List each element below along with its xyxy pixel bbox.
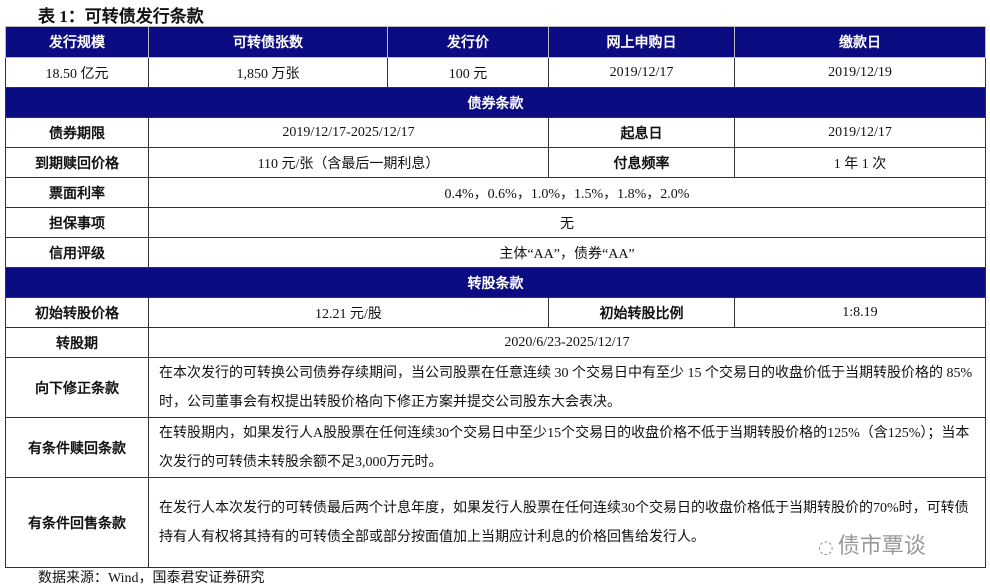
header-cell: 发行价 bbox=[387, 26, 549, 58]
table-row: 18.50 亿元 1,850 万张 100 元 2019/12/17 2019/… bbox=[5, 57, 986, 88]
table-row: 担保事项 无 bbox=[5, 207, 986, 238]
table-row: 向下修正条款 在本次发行的可转换公司债券存续期间，当公司股票在任意连续 30 个… bbox=[5, 357, 986, 418]
label-cell: 到期赎回价格 bbox=[5, 147, 149, 178]
table-row: 初始转股价格 12.21 元/股 初始转股比例 1:8.19 bbox=[5, 297, 986, 328]
section-header: 转股条款 bbox=[5, 267, 986, 298]
label-cell: 担保事项 bbox=[5, 207, 149, 238]
label-cell: 初始转股比例 bbox=[548, 297, 735, 328]
table-row: 有条件回售条款 在发行人本次发行的可转债最后两个计息年度，如果发行人股票在任何连… bbox=[5, 477, 986, 568]
cell: 在转股期内，如果发行人A股股票在任何连续30个交易日中至少15个交易日的收盘价格… bbox=[148, 417, 986, 478]
cell: 0.4%，0.6%，1.0%，1.5%，1.8%，2.0% bbox=[148, 177, 986, 208]
label-cell: 起息日 bbox=[548, 117, 735, 148]
table-row: 债券期限 2019/12/17-2025/12/17 起息日 2019/12/1… bbox=[5, 117, 986, 148]
label-cell: 向下修正条款 bbox=[5, 357, 149, 418]
table-row: 信用评级 主体“AA”，债券“AA” bbox=[5, 237, 986, 268]
label-cell: 有条件回售条款 bbox=[5, 477, 149, 568]
cell: 2019/12/17 bbox=[548, 57, 735, 88]
cell: 在发行人本次发行的可转债最后两个计息年度，如果发行人股票在任何连续30个交易日的… bbox=[148, 477, 986, 568]
cell: 无 bbox=[148, 207, 986, 238]
table-row: 有条件赎回条款 在转股期内，如果发行人A股股票在任何连续30个交易日中至少15个… bbox=[5, 417, 986, 478]
label-cell: 有条件赎回条款 bbox=[5, 417, 149, 478]
header-row: 发行规模 可转债张数 发行价 网上申购日 缴款日 bbox=[5, 26, 986, 58]
cell: 2019/12/19 bbox=[734, 57, 986, 88]
cell: 主体“AA”，债券“AA” bbox=[148, 237, 986, 268]
cell: 18.50 亿元 bbox=[5, 57, 149, 88]
watermark: ◌ 债市覃谈 bbox=[818, 528, 926, 560]
label-cell: 初始转股价格 bbox=[5, 297, 149, 328]
label-cell: 信用评级 bbox=[5, 237, 149, 268]
watermark-text: 债市覃谈 bbox=[837, 534, 926, 559]
table-row: 到期赎回价格 110 元/张（含最后一期利息） 付息频率 1 年 1 次 bbox=[5, 147, 986, 178]
label-cell: 付息频率 bbox=[548, 147, 735, 178]
wechat-icon: ◌ bbox=[818, 537, 834, 558]
cell: 1,850 万张 bbox=[148, 57, 388, 88]
section-header: 债券条款 bbox=[5, 87, 986, 118]
table-title: 表 1：可转债发行条款 bbox=[38, 7, 204, 26]
table-row: 转股期 2020/6/23-2025/12/17 bbox=[5, 327, 986, 358]
cell: 2019/12/17 bbox=[734, 117, 986, 148]
section-title: 债券条款 bbox=[5, 87, 986, 118]
header-cell: 可转债张数 bbox=[148, 26, 388, 58]
label-cell: 转股期 bbox=[5, 327, 149, 358]
convertible-bond-terms-table: 发行规模 可转债张数 发行价 网上申购日 缴款日 18.50 亿元 1,850 … bbox=[5, 26, 986, 568]
header-cell: 缴款日 bbox=[734, 26, 986, 58]
table-row: 票面利率 0.4%，0.6%，1.0%，1.5%，1.8%，2.0% bbox=[5, 177, 986, 208]
cell: 100 元 bbox=[387, 57, 549, 88]
header-cell: 发行规模 bbox=[5, 26, 149, 58]
source-note: 数据来源：Wind，国泰君安证券研究 bbox=[38, 571, 265, 586]
cell: 12.21 元/股 bbox=[148, 297, 549, 328]
cell: 1:8.19 bbox=[734, 297, 986, 328]
cell: 2019/12/17-2025/12/17 bbox=[148, 117, 549, 148]
cell: 2020/6/23-2025/12/17 bbox=[148, 327, 986, 358]
label-cell: 债券期限 bbox=[5, 117, 149, 148]
cell: 110 元/张（含最后一期利息） bbox=[148, 147, 549, 178]
section-title: 转股条款 bbox=[5, 267, 986, 298]
cell: 1 年 1 次 bbox=[734, 147, 986, 178]
header-cell: 网上申购日 bbox=[548, 26, 735, 58]
cell: 在本次发行的可转换公司债券存续期间，当公司股票在任意连续 30 个交易日中有至少… bbox=[148, 357, 986, 418]
label-cell: 票面利率 bbox=[5, 177, 149, 208]
